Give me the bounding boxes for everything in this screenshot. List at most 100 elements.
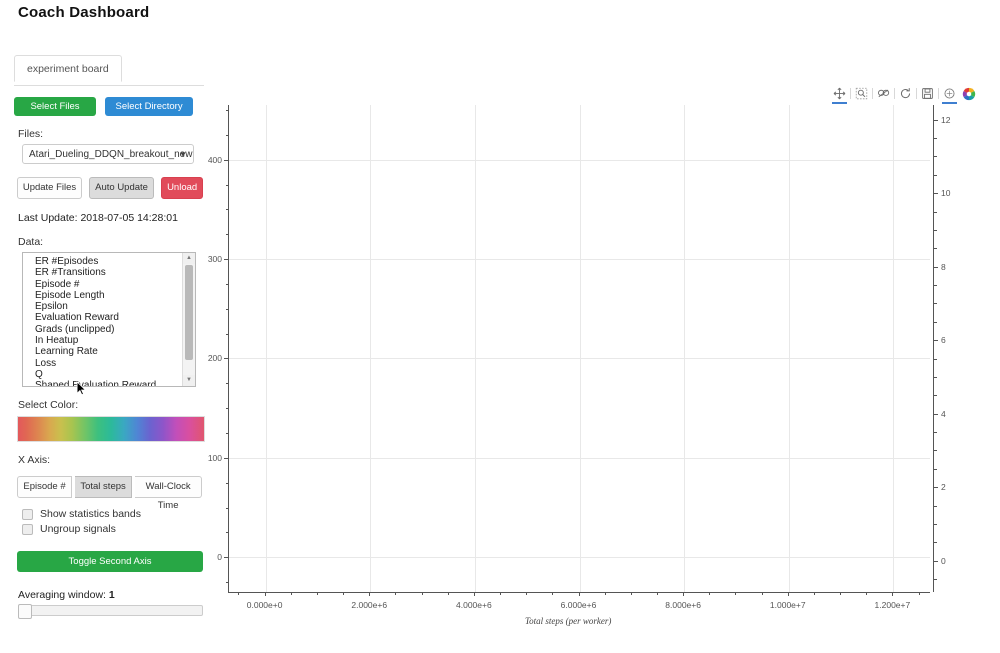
x-axis-minor-tick <box>709 592 711 595</box>
x-axis-minor-tick <box>918 592 920 595</box>
list-item[interactable]: Episode Length <box>35 289 105 301</box>
list-item[interactable]: Q <box>35 368 43 380</box>
select-color-label: Select Color: <box>18 399 79 411</box>
triangle-down-icon[interactable]: ▼ <box>183 375 195 386</box>
x-axis-option-wall-clock[interactable]: Wall-Clock Time <box>135 476 203 511</box>
y-axis-minor-tick <box>225 109 228 111</box>
rainbow-gradient-picker[interactable] <box>17 416 205 442</box>
x-axis-minor-tick <box>421 592 423 595</box>
unload-button[interactable]: Unload <box>161 177 204 199</box>
update-files-button[interactable]: Update Files <box>17 177 82 199</box>
x-axis-option-episode[interactable]: Episode # <box>17 476 72 498</box>
secondary-y-axis-tick <box>934 266 938 268</box>
y-axis-tick-label: 0 <box>217 552 222 563</box>
secondary-y-axis-tick <box>934 119 938 121</box>
show-statistics-bands-row[interactable]: Show statistics bands <box>22 508 215 520</box>
save-disk-icon[interactable] <box>918 84 937 103</box>
color-wheel-icon[interactable] <box>959 84 978 103</box>
slider-thumb[interactable] <box>18 604 32 619</box>
grid-line-vertical <box>474 105 476 592</box>
select-directory-button[interactable]: Select Directory <box>105 97 194 116</box>
show-statistics-bands-label: Show statistics bands <box>40 508 141 520</box>
lasso-select-icon[interactable] <box>874 84 893 103</box>
secondary-y-axis-minor-tick <box>934 321 937 323</box>
x-axis-segmented-control: Episode # Total steps Wall-Clock Time <box>17 476 215 511</box>
y-axis-minor-tick <box>225 283 228 285</box>
secondary-y-axis-minor-tick <box>934 285 937 287</box>
list-item[interactable]: ER #Transitions <box>35 267 106 279</box>
y-axis-minor-tick <box>225 582 228 584</box>
grid-line-vertical <box>370 105 372 592</box>
files-select[interactable]: Atari_Dueling_DDQN_breakout_new <box>22 144 194 164</box>
y-axis-tick-label: 400 <box>207 154 222 165</box>
scrollbar-thumb[interactable] <box>185 265 193 360</box>
triangle-up-icon[interactable]: ▲ <box>183 253 195 264</box>
averaging-window-slider[interactable] <box>18 604 203 619</box>
y-axis-minor-tick <box>225 333 228 335</box>
grid-line-horizontal <box>229 159 930 161</box>
toggle-second-axis-button[interactable]: Toggle Second Axis <box>17 551 203 572</box>
select-files-button[interactable]: Select Files <box>14 97 96 116</box>
x-axis-minor-tick <box>395 592 397 595</box>
secondary-y-axis-tick-label: 6 <box>941 335 946 346</box>
page-title: Coach Dashboard <box>18 4 150 21</box>
checkbox-icon[interactable] <box>22 508 33 520</box>
hover-circle-icon[interactable] <box>940 84 959 104</box>
x-axis-minor-tick <box>316 592 318 595</box>
pan-move-icon[interactable] <box>830 84 849 104</box>
data-signal-list[interactable]: ER #Episodes ER #Transitions Episode # E… <box>22 252 196 387</box>
x-axis-tick-label: 6.000e+6 <box>560 600 597 610</box>
averaging-window-value: 1 <box>108 589 115 601</box>
grid-line-horizontal <box>229 457 930 459</box>
box-zoom-icon[interactable] <box>852 84 871 103</box>
x-axis-option-total-steps[interactable]: Total steps <box>75 476 133 498</box>
x-axis-tick-label: 2.000e+6 <box>351 600 388 610</box>
y-axis-minor-tick <box>225 134 228 136</box>
x-axis-minor-tick <box>656 592 658 595</box>
grid-line-vertical <box>684 105 686 592</box>
x-axis-tick-label: 1.000e+7 <box>769 600 806 610</box>
x-axis-minor-tick <box>761 592 763 595</box>
y-axis-minor-tick <box>225 507 228 509</box>
x-axis-minor-tick <box>866 592 868 595</box>
plot-toolbar <box>830 84 978 104</box>
secondary-y-axis-minor-tick <box>934 303 937 305</box>
x-axis-tick <box>578 592 580 596</box>
ungroup-signals-row[interactable]: Ungroup signals <box>22 523 215 535</box>
list-item[interactable]: Shaped Evaluation Reward <box>35 380 157 387</box>
list-item[interactable]: Evaluation Reward <box>35 312 119 324</box>
slider-track[interactable] <box>18 605 203 616</box>
chart-canvas[interactable] <box>228 105 930 593</box>
secondary-y-axis-minor-tick <box>934 138 937 140</box>
list-item[interactable]: ER #Episodes <box>35 256 99 267</box>
reset-icon[interactable] <box>896 84 915 103</box>
list-item[interactable]: Learning Rate <box>35 346 98 358</box>
auto-update-button[interactable]: Auto Update <box>89 177 155 199</box>
tab-experiment-board[interactable]: experiment board <box>14 55 122 82</box>
plot-area: Total steps (per worker) 0.000e+0 2.000e+… <box>208 80 1000 640</box>
y-axis-tick <box>224 457 228 459</box>
grid-line-horizontal <box>229 358 930 360</box>
data-list-scrollbar[interactable]: ▲ ▼ <box>182 253 195 386</box>
grid-line-vertical <box>265 105 267 592</box>
list-item[interactable]: Epsilon <box>35 301 68 313</box>
secondary-y-axis-minor-tick <box>934 505 937 507</box>
y-axis-minor-tick <box>225 234 228 236</box>
y-axis-minor-tick <box>225 482 228 484</box>
list-item[interactable]: Grads (unclipped) <box>35 323 115 335</box>
x-axis-tick <box>892 592 894 596</box>
list-item[interactable]: In Heatup <box>35 335 79 347</box>
x-axis-minor-tick <box>604 592 606 595</box>
toolbar-separator <box>872 88 873 99</box>
checkbox-icon[interactable] <box>22 523 33 535</box>
list-item[interactable]: Loss <box>35 357 57 369</box>
control-sidebar: experiment board Select Files Select Dir… <box>0 55 215 619</box>
last-update-text: Last Update: 2018-07-05 14:28:01 <box>18 212 178 224</box>
grid-line-vertical <box>788 105 790 592</box>
secondary-y-axis-tick-label: 4 <box>941 408 946 419</box>
y-axis-tick <box>224 557 228 559</box>
y-axis-tick-label: 300 <box>207 254 222 265</box>
secondary-y-axis-minor-tick <box>934 450 937 452</box>
secondary-y-axis-minor-tick <box>934 468 937 470</box>
list-item[interactable]: Episode # <box>35 278 80 290</box>
